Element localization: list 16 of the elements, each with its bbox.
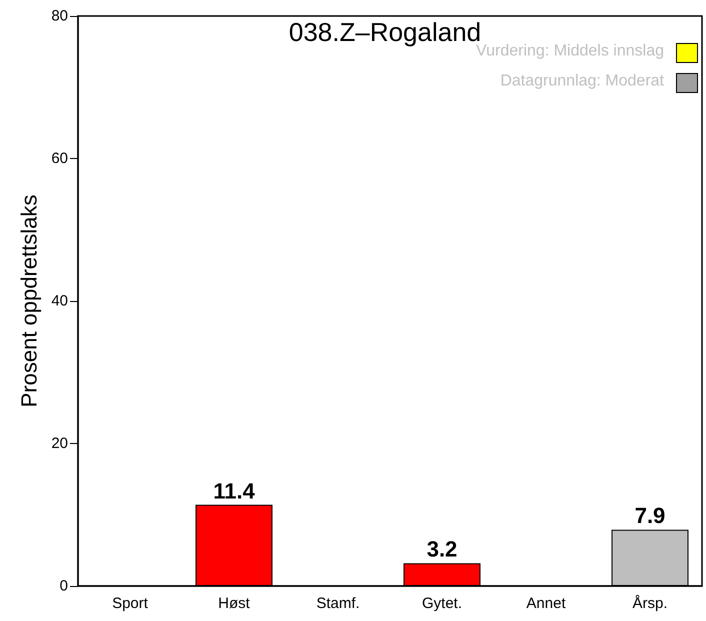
x-tick-label: Gytet. — [422, 595, 462, 612]
x-tick-label: Årsp. — [632, 594, 668, 612]
x-tick-label: Sport — [112, 595, 149, 612]
y-tick-label: 60 — [51, 150, 68, 167]
y-tick-label: 40 — [51, 292, 68, 310]
x-tick-label: Stamf. — [316, 595, 360, 612]
y-tick-label: 80 — [51, 8, 68, 24]
data-label: 3.2 — [426, 536, 458, 562]
x-tick-label: Høst — [218, 595, 251, 612]
data-label: 11.4 — [213, 478, 256, 504]
annotation: Datagrunnlag: Moderat — [500, 72, 665, 90]
y-tick-label: 20 — [51, 435, 68, 452]
y-tick-label: 0 — [60, 578, 68, 594]
x-tick-label: Annet — [526, 595, 566, 612]
y-axis-title: Prosent oppdrettslaks — [16, 194, 42, 408]
data-label: 7.9 — [634, 503, 666, 528]
